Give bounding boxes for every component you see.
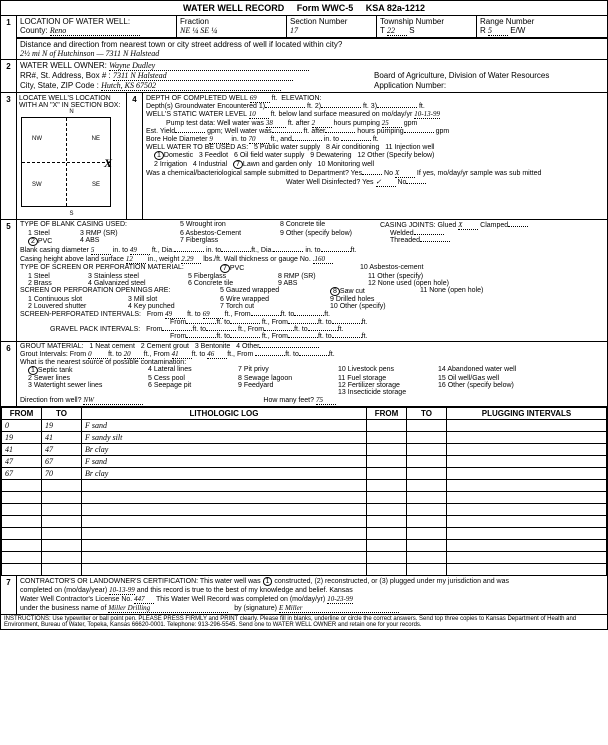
county-value: Reno xyxy=(50,26,140,36)
joints-glued-x: X xyxy=(458,221,478,230)
form-title: WATER WELL RECORD xyxy=(183,3,284,13)
spi-from: 49 xyxy=(165,310,185,319)
depth-value: 69 xyxy=(250,94,270,103)
form-page: WATER WELL RECORD Form WWC-5 KSA 82a-121… xyxy=(0,0,608,630)
rec-date: 10-23-99 xyxy=(327,595,353,604)
biz-name: Miller Drilling xyxy=(108,604,228,613)
height-value: 12 xyxy=(126,255,146,264)
section-7: 7 CONTRACTOR'S OR LANDOWNER'S CERTIFICAT… xyxy=(1,576,607,615)
pump-gpm: 25 xyxy=(382,119,402,128)
use-lawn: 7 xyxy=(233,160,243,169)
log-row: 67 70 Br clay xyxy=(2,468,607,480)
bcd-to: 49 xyxy=(130,246,150,255)
section-1: 1 LOCATION OF WATER WELL: County: Reno F… xyxy=(1,16,607,60)
log-row: 0 19 F sand xyxy=(2,420,607,432)
section-2: 2 WATER WELL OWNER: Wayne Dudley RR#, St… xyxy=(1,60,607,93)
section-7-num: 7 xyxy=(1,576,17,614)
lithologic-log: FROM TO LITHOLOGIC LOG FROM TO PLUGGING … xyxy=(1,407,607,576)
gi-f2: 41 xyxy=(172,350,192,359)
township-label: Township Number xyxy=(380,17,444,26)
form-ksa: KSA 82a-1212 xyxy=(366,3,425,13)
addr-label: RR#, St. Address, Box # : xyxy=(20,71,111,80)
addr-value: 7311 N Halstead xyxy=(113,71,293,81)
range-label: Range Number xyxy=(480,17,534,26)
open-sawcut: 8 xyxy=(330,287,340,296)
section-5-num: 5 xyxy=(1,220,17,341)
section-6: 6 GROUT MATERIAL: 1 Neat cement 2 Cement… xyxy=(1,342,607,407)
county-label: County: xyxy=(20,26,48,35)
bore-in: 9 xyxy=(209,135,229,144)
fraction-value: NE ¼ SE ¼ xyxy=(180,26,217,35)
dir-value: NW xyxy=(83,396,143,405)
section-1-num: 1 xyxy=(1,16,17,59)
section-3-body: LOCATE WELL'S LOCATION WITH AN "X" IN SE… xyxy=(17,93,127,219)
section-5: 5 TYPE OF BLANK CASING USED: 5 Wrought i… xyxy=(1,220,607,342)
log-row: 19 41 F sandy silt xyxy=(2,432,607,444)
section-label: Section Number xyxy=(290,17,347,26)
section-4-body: DEPTH OF COMPLETED WELL 69 ft. ELEVATION… xyxy=(143,93,607,219)
signature: E Miller xyxy=(279,604,399,613)
howmany-value: 75 xyxy=(316,396,336,405)
gi-t2: 46 xyxy=(207,350,227,359)
disinfect-yes: ✓ xyxy=(376,178,396,187)
screen-pvc: 7 xyxy=(220,264,230,273)
distance-value: 2½ mi N of Hutchinson — 7311 N Halstead xyxy=(20,49,159,58)
township-value: 22 xyxy=(387,26,407,36)
log-row: 47 67 F sand xyxy=(2,456,607,468)
section-4-num: 4 xyxy=(127,93,143,219)
section-6-num: 6 xyxy=(1,342,17,406)
form-number: Form WWC-5 xyxy=(297,3,354,13)
static-value: 10 xyxy=(249,110,269,119)
board-label: Board of Agriculture, Division of Water … xyxy=(374,71,604,81)
bcd-value: 5 xyxy=(91,246,111,255)
contam-septic: 1 xyxy=(28,366,38,375)
owner-name: Wayne Dudley xyxy=(109,61,309,71)
form-title-row: WATER WELL RECORD Form WWC-5 KSA 82a-121… xyxy=(1,1,607,16)
appno-label: Application Number: xyxy=(374,81,604,91)
log-row: 41 47 Br clay xyxy=(2,444,607,456)
section-box-diagram: NW NE SW SE X xyxy=(21,117,111,207)
section-2-num: 2 xyxy=(1,60,17,92)
gi-f1: 0 xyxy=(88,350,108,359)
cert-constructed: 1 xyxy=(263,577,273,586)
use-domestic: 1 xyxy=(154,151,164,160)
well-x-mark: X xyxy=(104,156,112,171)
chem-no-x: X xyxy=(395,169,415,178)
section-3-num: 3 xyxy=(1,93,17,219)
owner-label: WATER WELL OWNER: xyxy=(20,61,107,70)
weight-value: 2.29 xyxy=(181,255,201,264)
static-date: 10-13-99 xyxy=(414,110,440,119)
bore-to: 70 xyxy=(249,135,269,144)
instructions-footer: INSTRUCTIONS: Use typewriter or ball poi… xyxy=(1,615,607,629)
gauge-value: .160 xyxy=(313,255,333,264)
casing-pvc: 2 xyxy=(28,237,38,246)
fraction-label: Fraction xyxy=(180,17,209,26)
city-label: City, State, ZIP Code : xyxy=(20,81,99,90)
spi-to: 69 xyxy=(203,310,223,319)
section-3-4: 3 LOCATE WELL'S LOCATION WITH AN "X" IN … xyxy=(1,93,607,220)
section-value: 17 xyxy=(290,26,298,35)
locate-label: LOCATE WELL'S LOCATION WITH AN "X" IN SE… xyxy=(19,95,124,109)
pump-ft: 38 xyxy=(266,119,286,128)
gi-t1: 20 xyxy=(124,350,144,359)
lic-value: 447 xyxy=(134,595,154,604)
range-value: 5 xyxy=(488,26,508,36)
city-value: Hutch, KS 67502 xyxy=(101,81,281,91)
pump-hrs: 2 xyxy=(312,119,332,128)
completed-date: 10-13-99 xyxy=(109,586,135,595)
distance-label: Distance and direction from nearest town… xyxy=(20,40,342,49)
